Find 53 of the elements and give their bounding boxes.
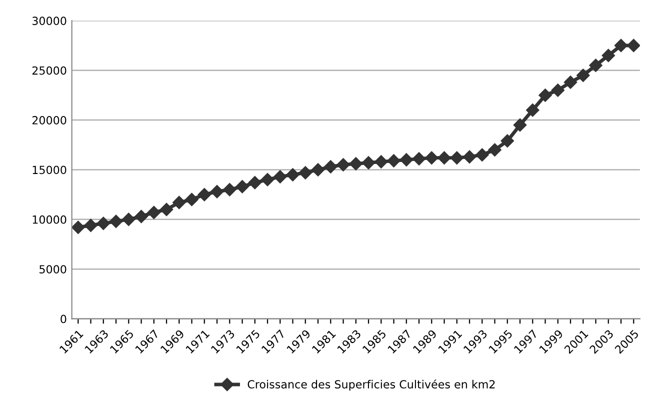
- point: [526, 104, 540, 117]
- point: [274, 170, 287, 184]
- point: [109, 214, 123, 228]
- point: [236, 180, 249, 194]
- point: [172, 196, 186, 210]
- point: [438, 151, 451, 164]
- y-tick-label: 25000: [32, 66, 66, 75]
- point: [122, 212, 136, 226]
- y-tick-label: 20000: [32, 116, 66, 124]
- point: [96, 216, 110, 230]
- point: [387, 154, 400, 168]
- point: [84, 218, 98, 232]
- point: [147, 206, 160, 220]
- point: [462, 150, 476, 164]
- y-tick-label: 5000: [40, 265, 66, 274]
- point: [286, 168, 300, 182]
- point: [400, 153, 413, 166]
- point: [500, 134, 514, 148]
- point: [260, 173, 274, 186]
- y-tick-label: 15000: [32, 166, 66, 174]
- point: [134, 210, 148, 224]
- point: [223, 183, 236, 196]
- y-tick-label: 10000: [32, 215, 66, 224]
- point: [589, 58, 602, 72]
- point: [336, 158, 350, 172]
- point: [349, 157, 362, 170]
- point: [160, 202, 174, 216]
- point: [488, 143, 502, 156]
- point: [362, 156, 376, 170]
- y-tick-label: 0: [60, 314, 66, 324]
- point: [311, 163, 325, 176]
- point: [374, 155, 388, 168]
- point: [450, 151, 464, 164]
- point: [324, 160, 338, 174]
- point: [412, 152, 426, 166]
- legend-label: Croissance des Superficies Cultivées en km2: [248, 379, 495, 391]
- point: [198, 188, 211, 202]
- point: [602, 48, 615, 62]
- point: [614, 38, 628, 52]
- point: [538, 88, 552, 102]
- point: [576, 68, 590, 82]
- point: [248, 176, 262, 190]
- point: [513, 118, 527, 132]
- point: [551, 84, 564, 97]
- point: [425, 151, 438, 164]
- point: [185, 192, 198, 206]
- point: [627, 38, 640, 52]
- point: [476, 148, 489, 162]
- point: [298, 166, 312, 180]
- point: [72, 220, 85, 234]
- point: [564, 76, 578, 89]
- point: [210, 185, 224, 198]
- y-tick-label: 30000: [32, 16, 66, 26]
